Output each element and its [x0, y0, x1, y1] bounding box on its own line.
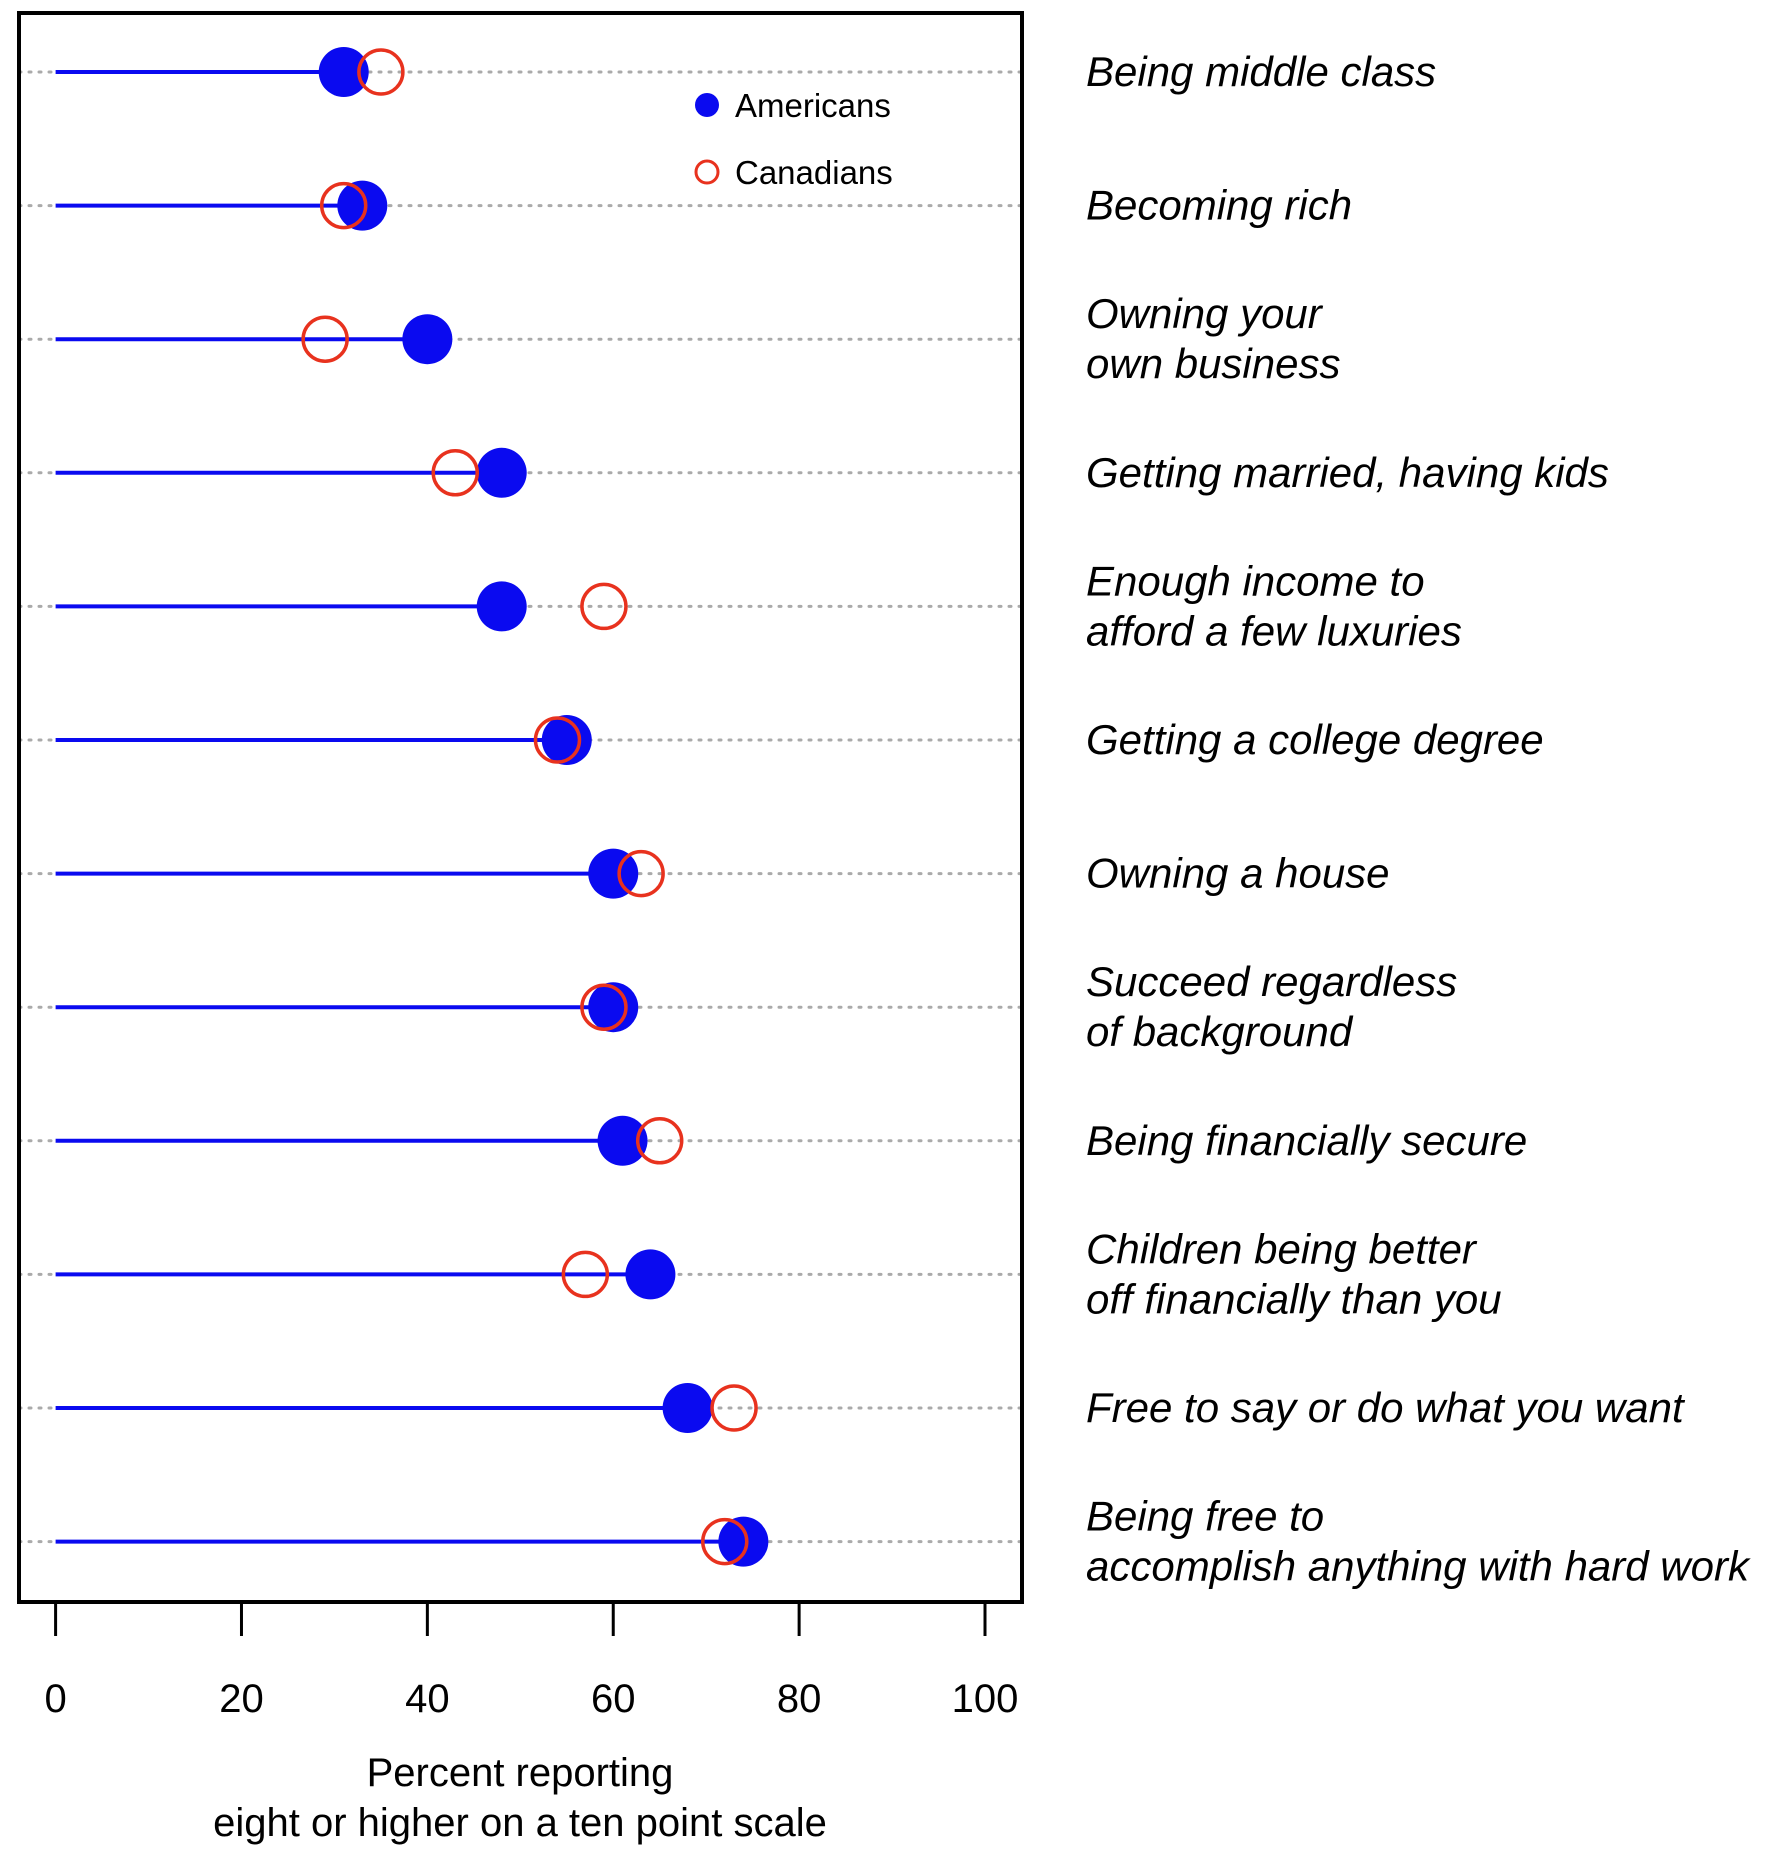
canadians-point: [617, 849, 665, 898]
x-tick-label: 40: [405, 1677, 450, 1721]
americans-point: [597, 1115, 648, 1166]
category-label: Being financially secure: [1086, 1117, 1527, 1164]
category-label: Enough income to: [1086, 557, 1425, 604]
americans-point: [718, 1516, 769, 1567]
americans-point: [588, 848, 639, 899]
category-label: Being free to: [1086, 1493, 1324, 1540]
category-label: Getting married, having kids: [1086, 449, 1609, 496]
legend-americans-marker: [695, 93, 719, 117]
category-label: Succeed regardless: [1086, 958, 1457, 1005]
x-axis-title: eight or higher on a ten point scale: [213, 1801, 827, 1845]
americans-point: [541, 715, 592, 765]
canadians-point: [319, 181, 368, 230]
americans-point: [318, 47, 369, 97]
americans-point: [625, 1249, 676, 1300]
category-label: of background: [1086, 1008, 1354, 1055]
category-label: own business: [1086, 340, 1340, 387]
category-label: afford a few luxuries: [1086, 607, 1462, 654]
category-label: Owning a house: [1086, 850, 1390, 897]
americans-point: [662, 1383, 713, 1433]
legend-canadians-marker: [694, 159, 720, 185]
canadians-point: [580, 983, 628, 1031]
canadians-point: [710, 1384, 758, 1432]
canadians-point: [431, 449, 479, 497]
category-label: Owning your: [1086, 290, 1324, 337]
canadians-point: [533, 716, 582, 764]
americans-point: [476, 447, 527, 498]
canadians-point: [635, 1117, 684, 1165]
x-tick-label: 20: [219, 1677, 264, 1721]
americans-point: [402, 314, 453, 365]
canadians-point: [301, 315, 349, 363]
x-tick-label: 60: [591, 1677, 636, 1721]
category-label: Getting a college degree: [1086, 716, 1544, 763]
category-label: accomplish anything with hard work: [1086, 1543, 1751, 1590]
category-label: Free to say or do what you want: [1086, 1384, 1686, 1431]
x-tick-label: 0: [44, 1677, 66, 1721]
plot-frame: [17, 11, 1024, 1604]
category-label: Being middle class: [1086, 48, 1436, 95]
x-tick-label: 100: [952, 1677, 1019, 1721]
americans-point: [337, 180, 388, 231]
canadians-point: [701, 1517, 749, 1566]
x-tick-label: 80: [777, 1677, 822, 1721]
canadians-point: [561, 1250, 610, 1299]
category-label: off financially than you: [1086, 1275, 1502, 1322]
americans-point: [588, 982, 639, 1033]
canadians-point: [357, 48, 405, 96]
legend-americans-label: Americans: [735, 87, 891, 124]
americans-point: [476, 581, 527, 632]
category-label: Children being better: [1086, 1225, 1478, 1272]
x-axis-title: Percent reporting: [367, 1751, 674, 1795]
category-label: Becoming rich: [1086, 182, 1352, 229]
legend-canadians-label: Canadians: [735, 154, 893, 191]
canadians-point: [580, 582, 628, 631]
